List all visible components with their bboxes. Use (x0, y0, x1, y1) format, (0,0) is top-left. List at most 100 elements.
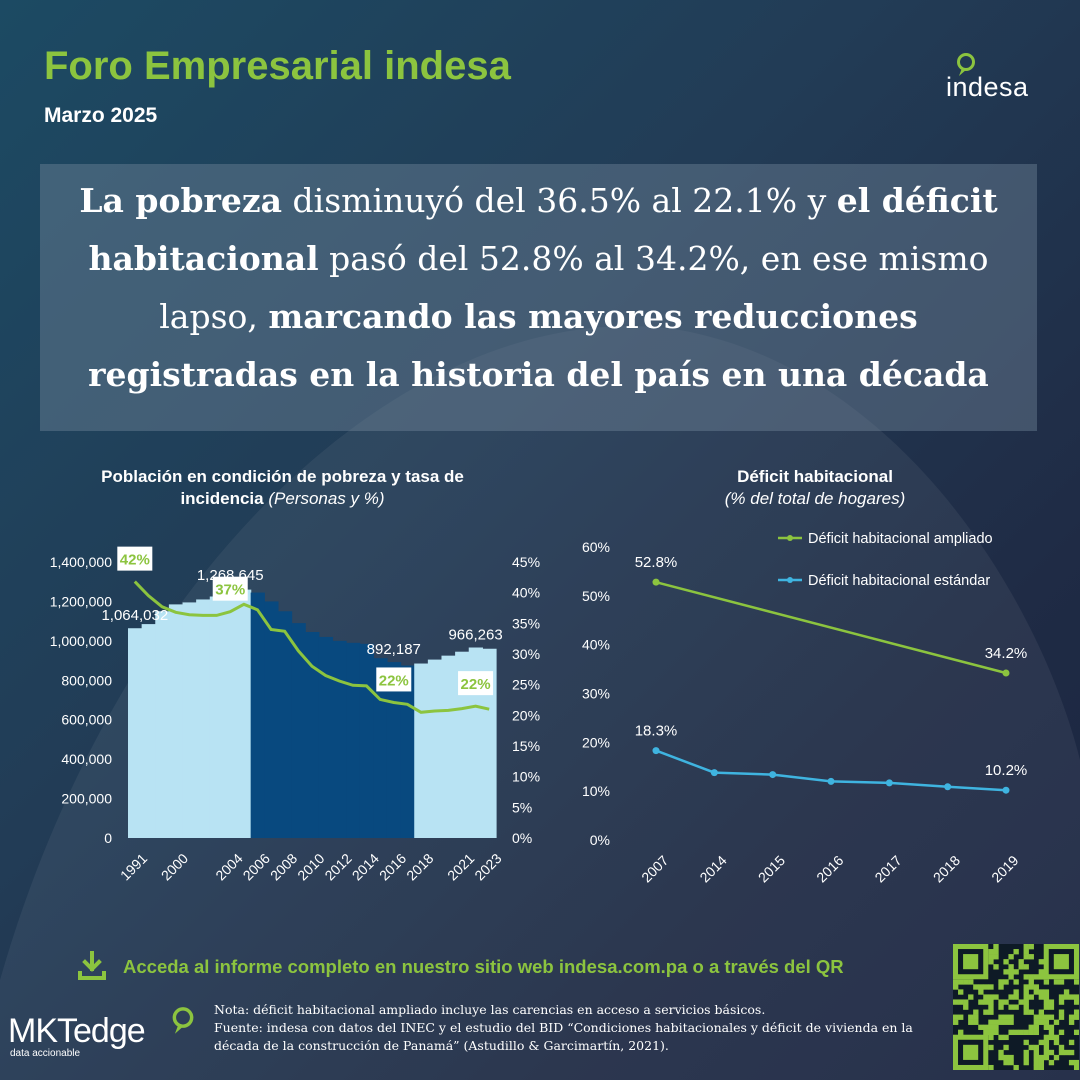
qr-module (1023, 1049, 1029, 1056)
qr-module (958, 989, 964, 995)
qr-module (998, 999, 1004, 1005)
qr-module (1068, 1019, 1075, 1025)
qr-module (998, 1004, 1004, 1010)
qr-finder (953, 944, 989, 980)
x-tick-label: 2014 (349, 850, 382, 883)
y-right-tick-label: 40% (512, 585, 540, 601)
qr-module (1013, 969, 1019, 975)
qr-module (983, 999, 989, 1005)
qr-module (1008, 1004, 1014, 1010)
series-point (769, 771, 777, 779)
y-tick-label: 60% (582, 539, 610, 555)
mktedge-bubble-icon (172, 1007, 194, 1034)
qr-module (978, 999, 984, 1005)
qr-module (993, 1024, 999, 1030)
housing-deficit-chart: 0% 10% 20% 30% 40% 50% 60% 2007 2014 2015 2016 2017… (582, 531, 1028, 886)
y-left-tick-label: 600,000 (61, 712, 112, 728)
qr-module (1018, 964, 1024, 970)
footnote-source: Fuente: indesa con datos del INEC y el e… (214, 1020, 913, 1053)
qr-module (983, 994, 989, 1000)
qr-module (1033, 1059, 1039, 1066)
qr-module (988, 999, 994, 1005)
poverty-bar (482, 648, 497, 838)
left-chart-title: Población en condición de pobreza y tasa… (60, 466, 505, 510)
qr-module (1068, 1014, 1075, 1020)
poverty-bar (237, 589, 252, 838)
qr-module (998, 1034, 1004, 1041)
qr-module (1013, 1004, 1019, 1010)
y-left-tick-label: 1,400,000 (50, 554, 112, 570)
qr-module (1028, 994, 1034, 1000)
poverty-bar (441, 655, 456, 838)
qr-module (988, 1004, 994, 1010)
qr-module (968, 1014, 974, 1020)
y-left-tick-label: 200,000 (61, 791, 112, 807)
qr-module (1048, 1029, 1055, 1036)
download-icon[interactable] (76, 950, 108, 982)
right-chart-title: Déficit habitacional (% del total de hoga… (640, 466, 990, 510)
qr-module (1028, 984, 1034, 990)
y-right-tick-label: 15% (512, 738, 540, 754)
legend-label: Déficit habitacional ampliado (808, 531, 993, 547)
qr-module (1033, 984, 1039, 990)
qr-module (993, 954, 999, 960)
qr-module (988, 984, 994, 990)
qr-module (988, 1044, 994, 1051)
qr-module (1038, 1014, 1045, 1020)
qr-module (1008, 974, 1014, 980)
qr-module (998, 1054, 1004, 1061)
qr-module (1038, 994, 1045, 1000)
qr-module (1003, 999, 1009, 1005)
qr-module (983, 1024, 989, 1030)
qr-module (1068, 1059, 1075, 1066)
y-tick-label: 0% (590, 832, 610, 848)
headline-bold-2: el déficit habitacional (88, 181, 998, 278)
poverty-chart: 0 200,000 400,000 600,000 800,000 1,000,000 1,… (50, 546, 540, 884)
qr-module (1013, 949, 1019, 955)
headline: La pobreza disminuyó del 36.5% al 22.1% … (60, 172, 1017, 404)
poverty-bar (250, 592, 265, 838)
cta-link[interactable]: Acceda al informe completo en nuestro si… (123, 956, 844, 977)
qr-module (1048, 1049, 1055, 1056)
poverty-bar (141, 624, 156, 838)
left-chart-title-main: Población en condición de pobreza y tasa… (101, 467, 464, 508)
qr-module (1028, 974, 1034, 980)
qr-module (1073, 1014, 1079, 1020)
headline-bold-1: La pobreza (79, 181, 283, 220)
line-data-label-bg (212, 576, 248, 601)
series-point (944, 783, 952, 791)
qr-module (1023, 944, 1029, 950)
qr-module (1043, 1039, 1050, 1046)
point-data-label: 34.2% (985, 645, 1028, 662)
headline-text-1: disminuyó del 36.5% al 22.1% y (282, 181, 837, 220)
x-tick-label: 2010 (294, 850, 327, 883)
qr-module (1028, 944, 1034, 950)
qr-module (983, 984, 989, 990)
qr-module (1033, 1029, 1039, 1036)
qr-module (1068, 1049, 1075, 1056)
series-line (655, 580, 1007, 675)
qr-module (1073, 999, 1079, 1005)
qr-module (968, 1019, 974, 1025)
qr-module (998, 979, 1004, 985)
qr-module (968, 994, 974, 1000)
qr-module (1038, 1064, 1045, 1070)
qr-module (988, 1029, 994, 1036)
qr-module (1023, 954, 1029, 960)
qr-code-icon[interactable] (953, 944, 1079, 1070)
qr-module (1008, 954, 1014, 960)
qr-module (1033, 1049, 1039, 1056)
qr-module (1028, 979, 1034, 985)
qr-module (1003, 959, 1009, 965)
speech-bubble-icon (957, 53, 975, 76)
mktedge-logo: MKTedge data accionable (8, 1007, 194, 1072)
poverty-bar (414, 663, 429, 838)
qr-module (973, 984, 979, 990)
qr-module (1073, 1059, 1079, 1066)
qr-module (1003, 1059, 1009, 1066)
x-tick-label: 2006 (240, 850, 273, 883)
qr-module (1038, 969, 1045, 975)
qr-module (1003, 969, 1009, 975)
qr-module (1043, 979, 1050, 985)
